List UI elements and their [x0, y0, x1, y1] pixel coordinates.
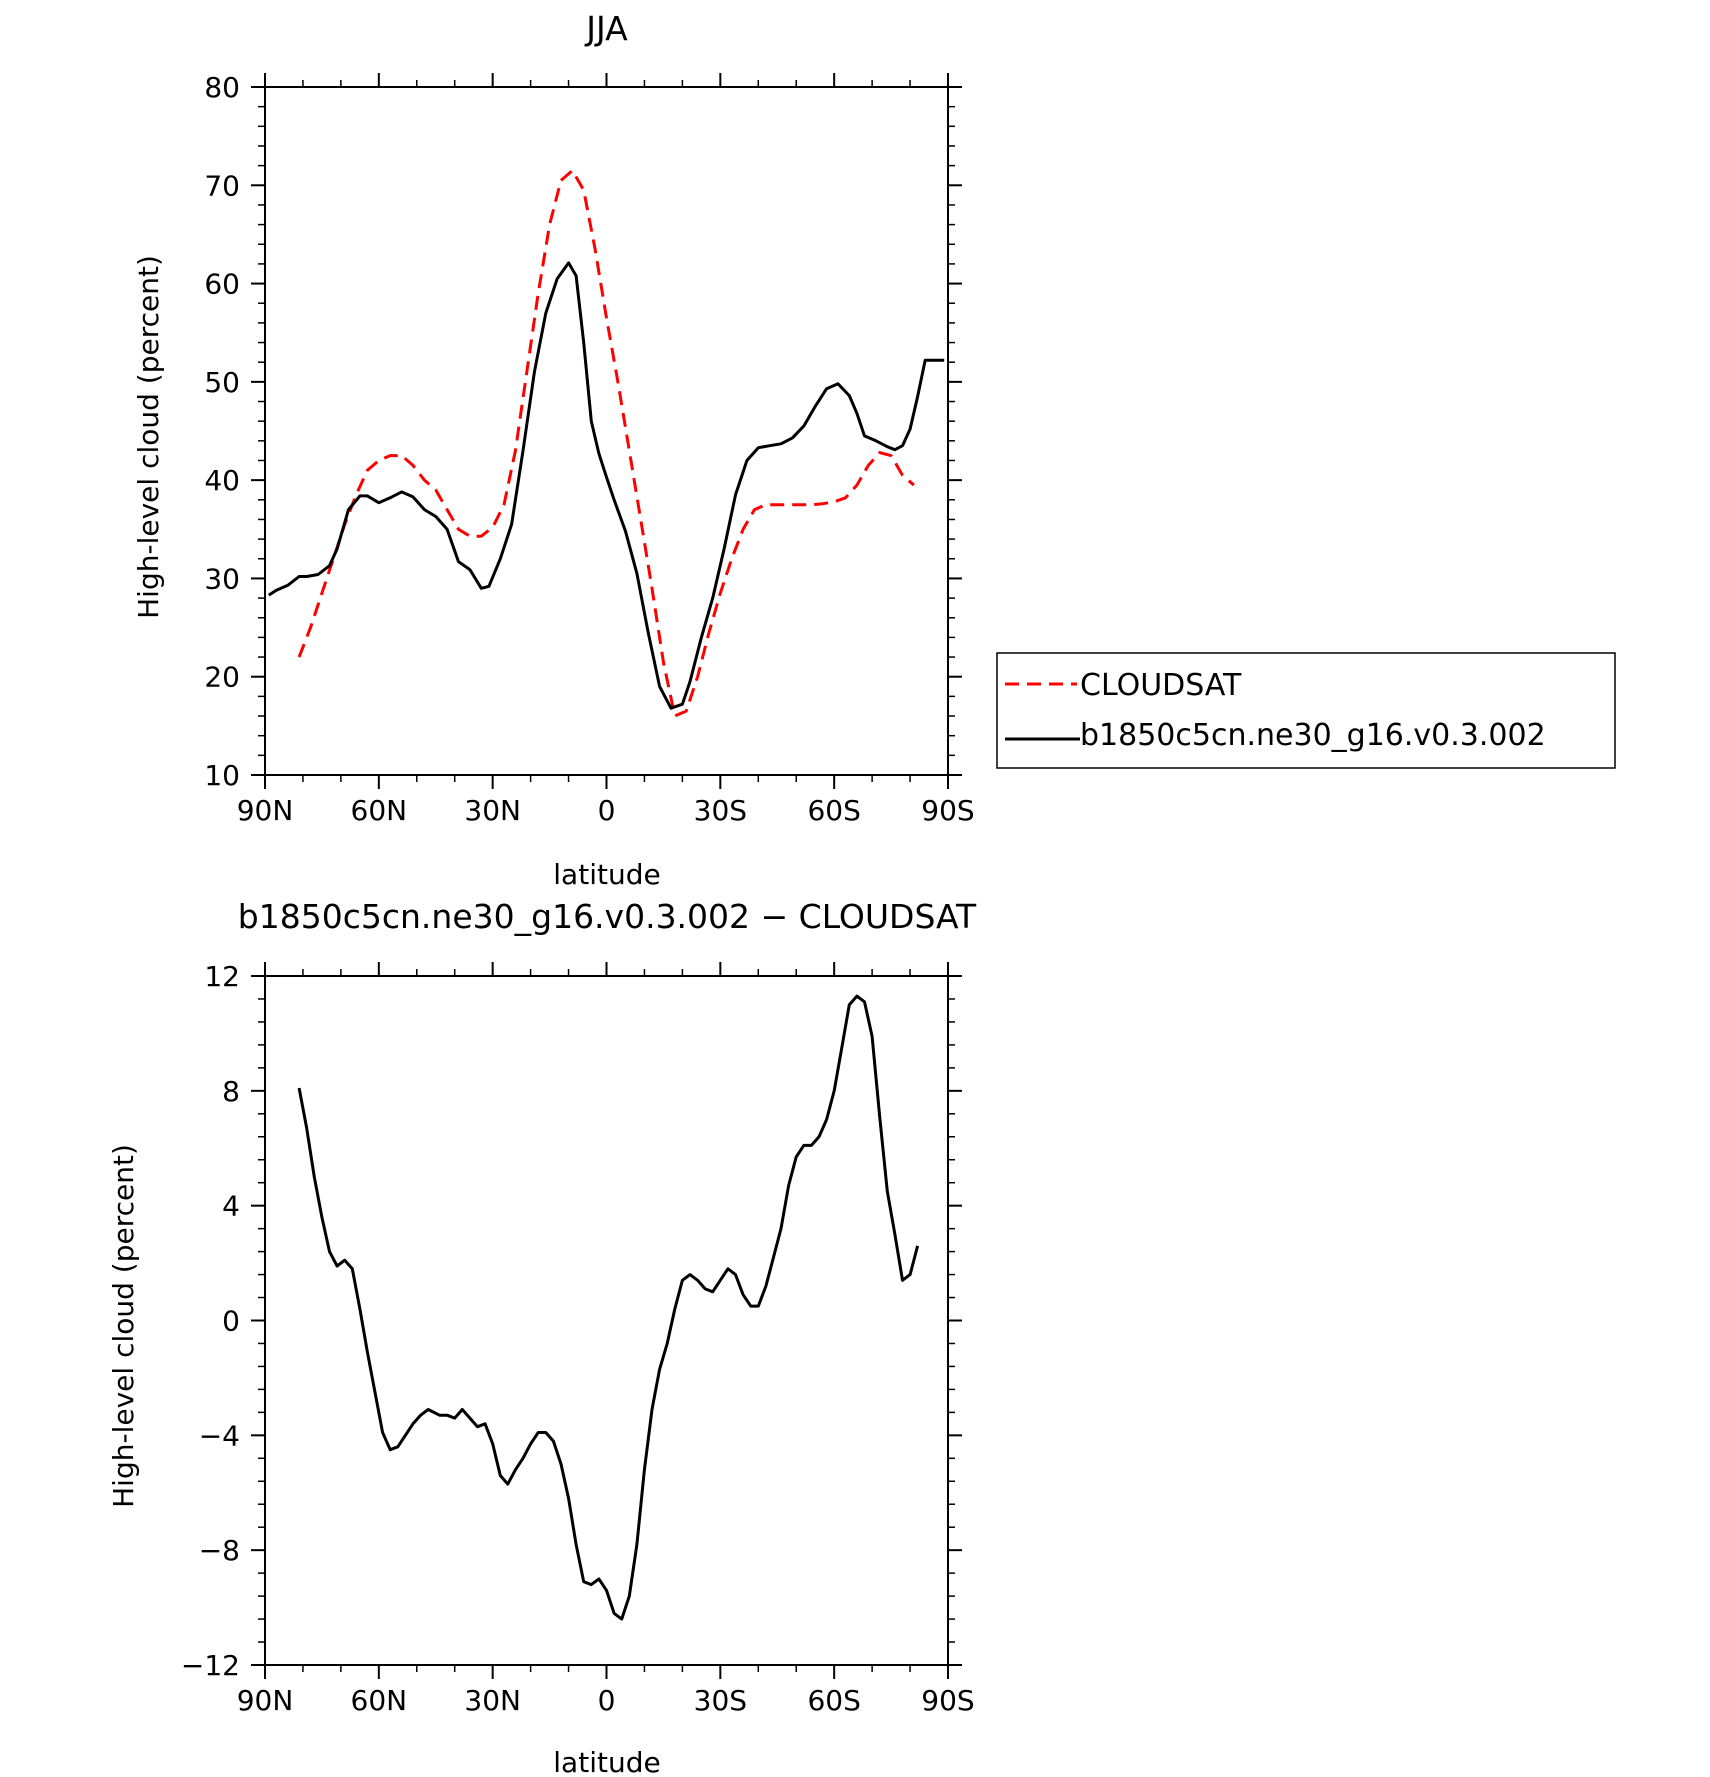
- bottom-y-axis-label: High-level cloud (percent): [107, 1144, 140, 1508]
- top-x-tick-label: 30S: [694, 794, 747, 827]
- top-series-line-0: [297, 169, 915, 718]
- top-y-tick-label: 30: [204, 562, 240, 595]
- bottom-series-line-0: [297, 994, 920, 1621]
- bottom-x-tick-label: 30N: [464, 1684, 521, 1717]
- top-y-tick-label: 60: [204, 268, 240, 301]
- bottom-y-tick-label: 4: [222, 1190, 240, 1223]
- top-y-tick-label: 10: [204, 759, 240, 792]
- top-x-axis-label: latitude: [553, 858, 660, 891]
- top-x-tick-label: 60N: [351, 794, 408, 827]
- bottom-x-tick-label: 30S: [694, 1684, 747, 1717]
- bottom-x-tick-label: 90N: [237, 1684, 294, 1717]
- top-chart-legend: CLOUDSAT b1850c5cn.ne30_g16.v0.3.002: [996, 652, 1616, 769]
- top-x-tick-label: 0: [598, 794, 616, 827]
- top-plot-frame: [264, 86, 949, 776]
- bottom-y-tick-label: 0: [222, 1305, 240, 1338]
- top-y-tick-label: 80: [204, 71, 240, 104]
- bottom-x-axis-label: latitude: [553, 1746, 660, 1777]
- top-x-tick-label: 90S: [921, 794, 974, 827]
- top-y-axis-label: High-level cloud (percent): [132, 255, 165, 619]
- top-y-tick-label: 50: [204, 366, 240, 399]
- bottom-x-tick-label: 0: [598, 1684, 616, 1717]
- bottom-y-tick-label: 8: [222, 1075, 240, 1108]
- top-y-tick-label: 70: [204, 169, 240, 202]
- bottom-chart-title: b1850c5cn.ne30_g16.v0.3.002 − CLOUDSAT: [238, 897, 977, 936]
- top-x-tick-label: 90N: [237, 794, 294, 827]
- top-y-tick-label: 20: [204, 661, 240, 694]
- top-y-tick-label: 40: [204, 464, 240, 497]
- bottom-x-tick-label: 90S: [921, 1684, 974, 1717]
- legend-label-model: b1850c5cn.ne30_g16.v0.3.002: [1080, 718, 1546, 753]
- top-x-tick-label: 60S: [807, 794, 860, 827]
- bottom-plot-area: 90N 60N 30N 0 30S 60S 90S −12 −8 −4 0 4 8 12: [181, 960, 975, 1717]
- bottom-chart-panel: b1850c5cn.ne30_g16.v0.3.002 − CLOUDSAT 9…: [107, 897, 977, 1777]
- top-x-tick-label: 30N: [464, 794, 521, 827]
- top-chart-panel: JJA 90N 60N 30N 0 30S 60S 90S1020304050607080 …: [132, 9, 1616, 891]
- bottom-x-tick-label: 60S: [807, 1684, 860, 1717]
- bottom-x-tick-label: 60N: [351, 1684, 408, 1717]
- top-series-line-1: [267, 261, 945, 710]
- top-chart-title: JJA: [584, 9, 628, 48]
- legend-box: [996, 652, 1616, 769]
- bottom-y-tick-label: −12: [181, 1649, 240, 1682]
- legend-label-cloudsat: CLOUDSAT: [1080, 668, 1242, 703]
- top-plot-area: 90N 60N 30N 0 30S 60S 90S 10 20 30 40 50 60 70 80: [204, 71, 974, 827]
- bottom-y-tick-label: −8: [199, 1534, 240, 1567]
- bottom-plot-frame: [264, 975, 949, 1666]
- bottom-y-tick-label: −4: [199, 1419, 240, 1452]
- bottom-y-tick-label: 12: [204, 960, 240, 993]
